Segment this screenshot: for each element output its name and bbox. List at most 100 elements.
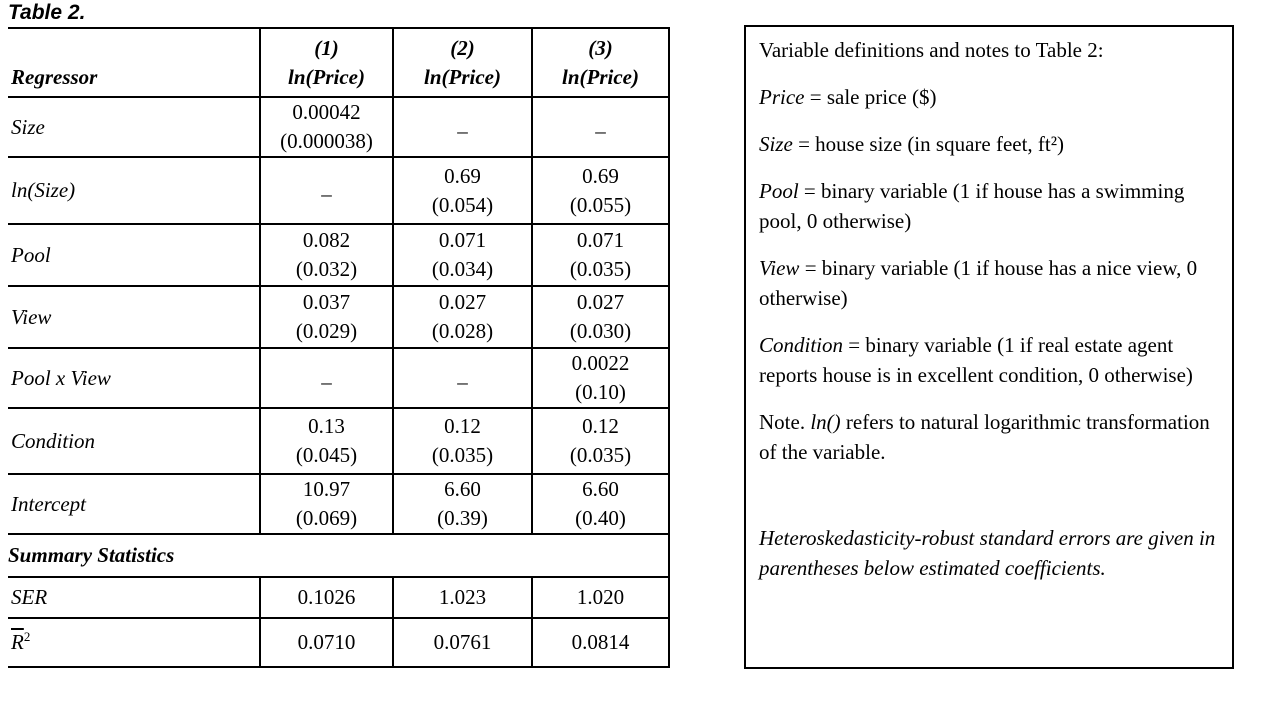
variable-description: = binary variable (1 if house has a swim… xyxy=(759,179,1185,233)
coefficient-value: 0.027 xyxy=(438,290,487,314)
coefficient-cell: 0.00042 (0.000038) xyxy=(259,96,394,158)
table-row: Intercept 10.97 (0.069) 6.60 (0.39) 6.60 (0.40… xyxy=(8,473,670,535)
no-coefficient-dash: – xyxy=(595,118,606,143)
variable-definition: Pool = binary variable (1 if house has a… xyxy=(759,176,1219,236)
coefficient-value: 0.69 xyxy=(444,163,481,188)
standard-error: (0.035) xyxy=(431,443,494,467)
regressor-label: ln(Size) xyxy=(8,156,261,225)
statistic-label: SER xyxy=(8,576,261,619)
no-coefficient-dash: – xyxy=(457,369,468,394)
regressor-label: Size xyxy=(8,96,261,158)
standard-error: (0.035) xyxy=(569,443,632,467)
table-row: Condition 0.13 (0.045) 0.12 (0.035) 0.12 (0.03… xyxy=(8,407,670,475)
statistic-value: 0.0761 xyxy=(392,617,533,668)
coefficient-cell: 0.071 (0.035) xyxy=(531,223,670,287)
coefficient-cell: 0.027 (0.028) xyxy=(392,285,533,349)
coefficient-rows: Size 0.00042 (0.000038) – – ln(Size) – 0.69 (0.0… xyxy=(8,96,670,535)
variable-description: = house size (in square feet, ft²) xyxy=(792,132,1065,156)
variable-description: = binary variable (1 if house has a nice… xyxy=(759,256,1198,310)
regressor-label: Pool x View xyxy=(8,347,261,409)
variable-definitions-box: Variable definitions and notes to Table … xyxy=(744,25,1234,669)
coefficient-value: 0.13 xyxy=(308,414,345,438)
variable-term: View xyxy=(759,256,800,280)
variable-description: = sale price ($) xyxy=(804,85,937,109)
table-row: SER 0.1026 1.023 1.020 xyxy=(8,576,670,619)
regressor-label: Pool xyxy=(8,223,261,287)
note-prefix: Note. xyxy=(759,410,811,434)
coefficient-cell: 6.60 (0.39) xyxy=(392,473,533,535)
model-column-header: (1) ln(Price) xyxy=(259,27,394,98)
statistic-name: SER xyxy=(11,585,48,609)
model-column-header: (2) ln(Price) xyxy=(392,27,533,98)
table-row: Size 0.00042 (0.000038) – – xyxy=(8,96,670,158)
variable-term: Price xyxy=(759,85,805,109)
coefficient-value: 0.071 xyxy=(576,228,625,252)
variable-definition: Condition = binary variable (1 if real e… xyxy=(759,330,1219,390)
table-row: View 0.037 (0.029) 0.027 (0.028) 0.027 (0.030) xyxy=(8,285,670,349)
table-row: R2 0.0710 0.0761 0.0814 xyxy=(8,617,670,668)
statistic-label: R2 xyxy=(8,617,261,668)
standard-error: (0.069) xyxy=(295,506,358,530)
coefficient-cell: 0.0022 (0.10) xyxy=(531,347,670,409)
coefficient-value: 6.60 xyxy=(444,477,481,501)
summary-section: Summary Statistics xyxy=(8,533,670,578)
variable-term: Condition xyxy=(759,333,844,357)
definitions-list: Price = sale price ($) Size = house size … xyxy=(759,82,1219,390)
coefficient-cell: 0.12 (0.035) xyxy=(531,407,670,475)
statistic-value: 1.023 xyxy=(392,576,533,619)
header-row: Regressor (1) ln(Price) (2) ln(Price) (3) ln(… xyxy=(8,27,670,98)
model-number: (1) xyxy=(314,35,339,60)
coefficient-value: 0.0022 xyxy=(571,351,630,375)
summary-statistic-rows: SER 0.1026 1.023 1.020 R2 0.0710 0.0761 0.0814 xyxy=(8,576,670,668)
dependent-variable: ln(Price) xyxy=(288,64,365,89)
coefficient-cell: 10.97 (0.069) xyxy=(259,473,394,535)
coefficient-cell: 0.69 (0.054) xyxy=(392,156,533,225)
standard-error: (0.054) xyxy=(431,192,494,217)
table-caption: Table 2. xyxy=(8,1,86,24)
standard-error: (0.035) xyxy=(569,257,632,281)
coefficient-cell: 0.13 (0.045) xyxy=(259,407,394,475)
coefficient-value: 0.12 xyxy=(582,414,619,438)
coefficient-cell: 0.12 (0.035) xyxy=(392,407,533,475)
model-number: (2) xyxy=(450,35,475,60)
regression-results-table: Regressor (1) ln(Price) (2) ln(Price) (3) ln(… xyxy=(8,27,670,668)
dependent-variable: ln(Price) xyxy=(562,64,639,89)
variable-definition: View = binary variable (1 if house has a… xyxy=(759,253,1219,313)
robust-se-footnote: Heteroskedasticity-robust standard error… xyxy=(759,526,1216,580)
no-coefficient-dash: – xyxy=(321,369,332,394)
statistic-superscript: 2 xyxy=(23,629,31,644)
coefficient-value: 0.037 xyxy=(302,290,351,314)
coefficient-cell: 0.071 (0.034) xyxy=(392,223,533,287)
statistic-value: 0.0710 xyxy=(259,617,394,668)
variable-term: Pool xyxy=(759,179,799,203)
coefficient-cell: 0.027 (0.030) xyxy=(531,285,670,349)
no-coefficient-dash: – xyxy=(321,182,332,206)
coefficient-cell: 6.60 (0.40) xyxy=(531,473,670,535)
statistic-value: 0.0814 xyxy=(531,617,670,668)
coefficient-value: 0.082 xyxy=(302,228,351,252)
coefficient-value: 6.60 xyxy=(582,477,619,501)
table-row: ln(Size) – 0.69 (0.054) 0.69 (0.055) xyxy=(8,156,670,225)
coefficient-value: 0.12 xyxy=(444,414,481,438)
statistic-value: 0.1026 xyxy=(259,576,394,619)
empty-cell: – xyxy=(392,96,533,158)
table-row: Pool x View – – 0.0022 (0.10) xyxy=(8,347,670,409)
standard-error: (0.028) xyxy=(431,319,494,343)
statistic-name: R xyxy=(11,630,24,654)
notes-box-title: Variable definitions and notes to Table … xyxy=(759,38,1104,62)
table-row: Pool 0.082 (0.032) 0.071 (0.034) 0.071 (0.035) xyxy=(8,223,670,287)
no-coefficient-dash: – xyxy=(457,118,468,143)
standard-error: (0.40) xyxy=(575,506,626,530)
model-column-header: (3) ln(Price) xyxy=(531,27,670,98)
standard-error: (0.10) xyxy=(575,380,626,404)
variable-description: = binary variable (1 if real estate agen… xyxy=(759,333,1193,387)
standard-error: (0.030) xyxy=(569,319,632,343)
standard-error: (0.034) xyxy=(431,257,494,281)
coefficient-cell: 0.037 (0.029) xyxy=(259,285,394,349)
note-term: ln() xyxy=(810,410,841,434)
regressor-label: Intercept xyxy=(8,473,261,535)
coefficient-value: 0.071 xyxy=(438,228,487,252)
note-text: refers to natural logarithmic transforma… xyxy=(759,410,1210,464)
standard-error: (0.029) xyxy=(295,319,358,343)
